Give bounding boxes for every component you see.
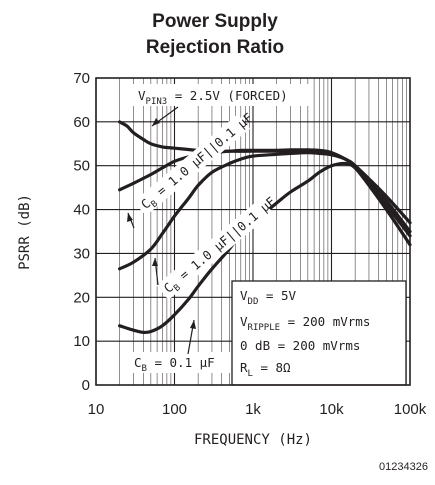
leader-cb-01-arrow [190, 320, 196, 329]
y-axis-label: PSRR (dB) [17, 194, 33, 270]
label-bg-cb-upper [133, 114, 251, 217]
label-bg-vpin3 [133, 84, 313, 106]
x-tick-label: 10k [319, 401, 344, 418]
chart-title-line2: Rejection Ratio [146, 37, 284, 58]
y-tick-label: 70 [73, 70, 90, 87]
y-tick-label: 60 [73, 114, 90, 131]
x-axis-label: FREQUENCY (Hz) [194, 432, 312, 448]
label-bg-cb-01 [130, 352, 230, 373]
y-tick-label: 0 [82, 377, 90, 394]
y-tick-label: 10 [73, 333, 90, 350]
conditions-legend: VDD = 5V VRIPPLE = 200 mVrms 0 dB = 200 … [231, 280, 407, 386]
x-tick-label: 100k [394, 401, 427, 418]
label-cb-01: CB = 0.1 µF [134, 355, 215, 374]
y-tick-label: 20 [73, 289, 90, 306]
leader-cb-lower-arrow [152, 258, 158, 266]
x-tick-label: 100 [162, 401, 187, 418]
condition-zero-db: 0 dB = 200 mVrms [240, 338, 360, 353]
y-tick-label: 40 [73, 202, 90, 219]
label-vpin3: VPIN3 = 2.5V (FORCED) [138, 88, 288, 107]
plot-frame [95, 77, 411, 386]
figure-id: 01234326 [379, 461, 428, 473]
condition-vripple: VRIPPLE = 200 mVrms [240, 314, 370, 333]
y-tick-label: 30 [73, 245, 90, 262]
x-tick-label: 1k [245, 401, 261, 418]
x-tick-label: 10 [88, 401, 105, 418]
y-tick-label: 50 [73, 158, 90, 175]
leader-cb-upper-arrow [127, 213, 133, 222]
y-axis-ticks: 0 10 20 30 40 50 60 70 [73, 70, 90, 394]
chart-title-line1: Power Supply [152, 11, 278, 32]
condition-rl: RL = 8Ω [240, 360, 291, 379]
condition-vdd: VDD = 5V [240, 288, 296, 307]
leader-vpin3-arrow [152, 118, 160, 126]
series-line-2 [118, 151, 412, 271]
conditions-box [231, 280, 407, 386]
x-axis-ticks: 10 100 1k 10k 100k [88, 401, 427, 418]
label-bg-cb-lower [156, 197, 273, 300]
